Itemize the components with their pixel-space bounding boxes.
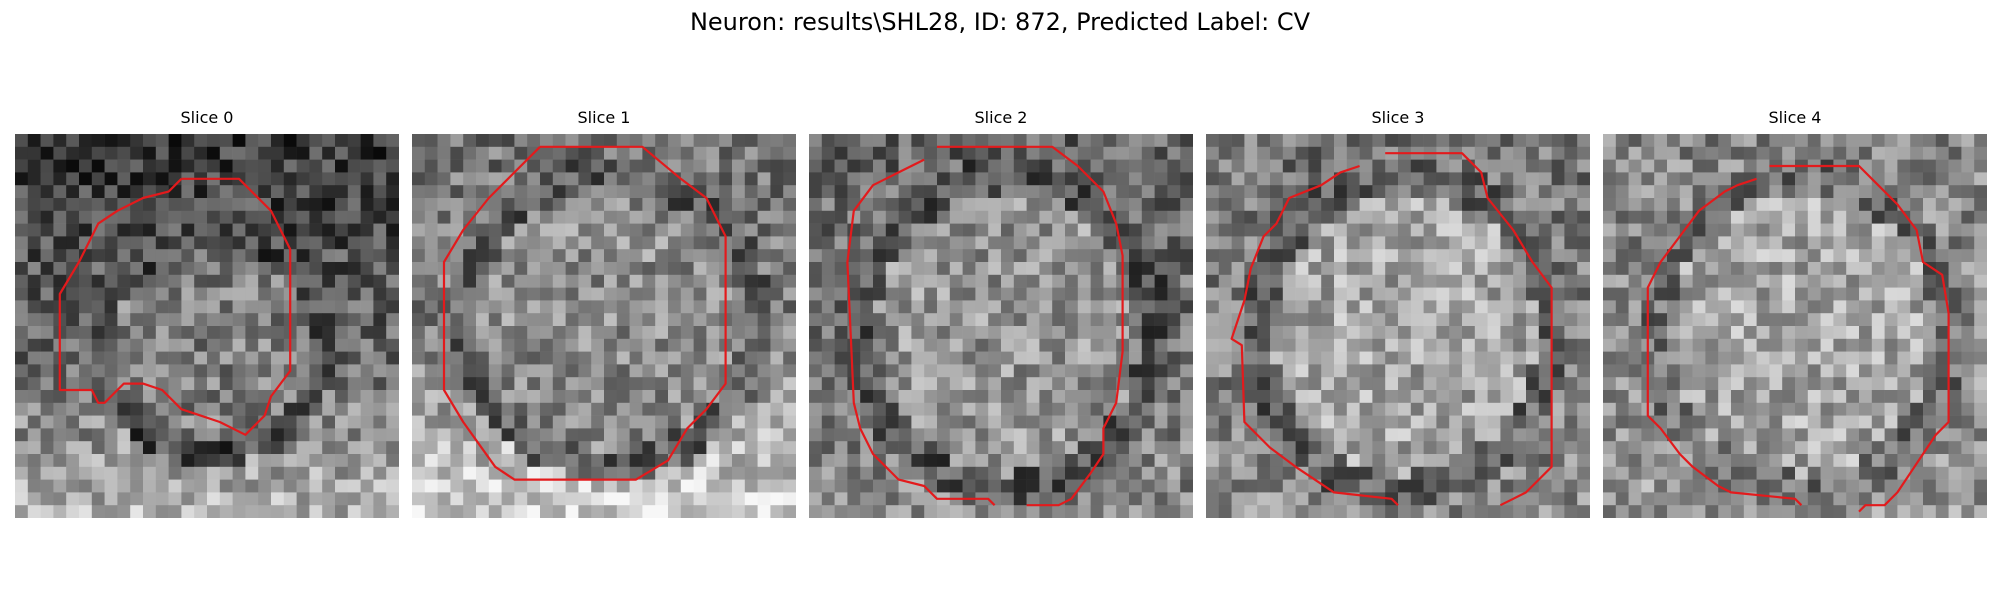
slice-panel-0: Slice 0 [15, 108, 399, 518]
slice-title: Slice 4 [1768, 108, 1822, 127]
slice-panel-3: Slice 3 [1206, 108, 1590, 518]
slice-image [1603, 134, 1987, 518]
slice-pixel-grid [412, 134, 796, 518]
slice-image [15, 134, 399, 518]
contour-line-left [846, 158, 996, 506]
slice-title: Slice 1 [577, 108, 631, 127]
slice-pixel-grid [809, 134, 1193, 518]
contour-line-right [1385, 152, 1553, 507]
slice-title: Slice 2 [974, 108, 1028, 127]
figure-title: Neuron: results\SHL28, ID: 872, Predicte… [689, 8, 1311, 36]
slice-panel-2: Slice 2 [809, 108, 1193, 518]
contour-line [58, 177, 292, 436]
contour-line-right [937, 145, 1124, 507]
slice-pixel-grid [15, 134, 399, 518]
contour-line-left [1646, 177, 1803, 506]
contour-line-left [1230, 164, 1399, 506]
contour-line-right [1769, 164, 1950, 513]
slice-panel-4: Slice 4 [1603, 108, 1987, 518]
slice-title: Slice 3 [1371, 108, 1425, 127]
slice-title: Slice 0 [180, 108, 234, 127]
slice-image [809, 134, 1193, 518]
slice-pixel-grid [1603, 134, 1987, 518]
contour-line [442, 145, 727, 481]
slice-image [412, 134, 796, 518]
slice-image [1206, 134, 1590, 518]
slice-pixel-grid [1206, 134, 1590, 518]
slice-panel-1: Slice 1 [412, 108, 796, 518]
